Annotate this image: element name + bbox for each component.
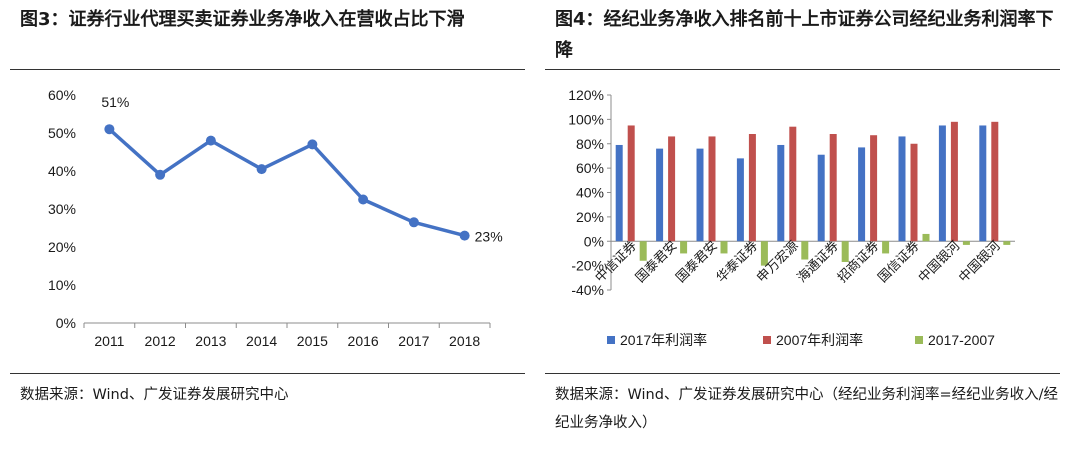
x-tick-label: 2015 xyxy=(297,333,328,349)
left-source-note: 数据来源：Wind、广发证券发展研究中心 xyxy=(20,387,289,403)
bar xyxy=(962,241,970,245)
data-point xyxy=(155,169,166,180)
x-tick-label: 2018 xyxy=(449,333,480,349)
y-tick-label: 20% xyxy=(576,209,604,225)
left-figure-panel: 图3：证券行业代理买卖证券业务净收入在营收占比下滑 0% 10% 20% 30% 40%… xyxy=(10,0,525,465)
bar xyxy=(1003,241,1011,245)
bar xyxy=(777,144,785,242)
bar xyxy=(627,125,635,242)
bar xyxy=(858,147,866,242)
bar xyxy=(882,241,890,254)
category-label: 国泰君安 xyxy=(673,238,720,285)
right-source-divider xyxy=(545,373,1060,374)
data-point xyxy=(408,217,419,228)
left-title-divider xyxy=(10,69,525,70)
y-tick-label: 100% xyxy=(568,111,604,127)
category-label: 国信证券 xyxy=(875,238,922,285)
bar xyxy=(680,241,688,254)
legend-swatch xyxy=(915,336,923,344)
data-label: 51% xyxy=(101,94,129,110)
y-tick-label: 80% xyxy=(576,136,604,152)
bar xyxy=(708,136,716,242)
x-tick-label: 2014 xyxy=(246,333,277,349)
legend-label: 2017-2007 xyxy=(928,332,995,348)
legend-label: 2017年利润率 xyxy=(620,332,707,348)
bar xyxy=(817,154,825,242)
right-figure-panel: 图4：经纪业务净收入排名前十上市证券公司经纪业务利润率下降 -40% -20% 0%… xyxy=(545,0,1060,465)
category-label: 中国银河 xyxy=(915,238,962,285)
bar xyxy=(736,158,744,242)
data-point xyxy=(256,164,267,175)
data-point xyxy=(459,230,470,241)
right-source-note: 数据来源：Wind、广发证券发展研究中心（经纪业务利润率=经纪业务收入/经纪业务… xyxy=(555,387,1058,431)
data-point xyxy=(358,194,369,205)
bar xyxy=(979,125,987,242)
category-label: 招商证券 xyxy=(834,238,881,285)
category-label: 中国银河 xyxy=(956,238,1003,285)
y-tick-label: 40% xyxy=(576,185,604,201)
right-figure-title: 图4：经纪业务净收入排名前十上市证券公司经纪业务利润率下降 xyxy=(555,9,1054,61)
right-title-divider xyxy=(545,69,1060,70)
x-tick-label: 2017 xyxy=(398,333,429,349)
y-tick-label: 60% xyxy=(576,160,604,176)
legend-swatch xyxy=(763,336,771,344)
bar xyxy=(696,148,704,242)
bar xyxy=(760,241,768,266)
legend-swatch xyxy=(607,336,615,344)
left-figure-title: 图3：证券行业代理买卖证券业务净收入在营收占比下滑 xyxy=(20,9,465,30)
data-point xyxy=(307,139,318,150)
bar-chart: -40%-20%0%20%40%60%80%100%120%中信证券国泰君安国泰… xyxy=(568,87,1015,348)
bar xyxy=(615,144,623,242)
y-tick-label: 30% xyxy=(48,201,76,217)
bar xyxy=(829,134,837,242)
line-chart: 0% 10% 20% 30% 40% 50% 60% 2011 2012 2013 2014 2015… xyxy=(48,87,503,349)
bar xyxy=(789,126,797,242)
left-source-divider xyxy=(10,373,525,374)
y-tick-label: 10% xyxy=(48,277,76,293)
bar xyxy=(720,241,728,254)
y-tick-label: 60% xyxy=(48,87,76,103)
data-point xyxy=(205,135,216,146)
bar xyxy=(748,134,756,242)
x-tick-label: 2011 xyxy=(94,333,124,349)
category-label: 海通证券 xyxy=(794,238,841,285)
data-label: 23% xyxy=(475,229,503,245)
bar xyxy=(639,241,647,261)
y-tick-label: 0% xyxy=(56,315,76,331)
bar xyxy=(801,241,809,260)
y-tick-label: -20% xyxy=(571,258,604,274)
bar xyxy=(656,148,664,242)
bar xyxy=(950,121,958,242)
bar xyxy=(910,143,918,242)
bar xyxy=(841,241,849,262)
category-label: 国泰君安 xyxy=(632,238,679,285)
y-tick-label: 0% xyxy=(584,233,604,249)
data-point xyxy=(104,124,115,135)
series-line xyxy=(108,127,466,238)
bar xyxy=(870,135,878,242)
x-tick-label: 2016 xyxy=(348,333,379,349)
bar xyxy=(938,125,946,242)
y-tick-label: 40% xyxy=(48,163,76,179)
x-tick-label: 2013 xyxy=(195,333,226,349)
y-tick-label: 20% xyxy=(48,239,76,255)
y-tick-label: 120% xyxy=(568,87,604,103)
x-tick-label: 2012 xyxy=(145,333,176,349)
bar xyxy=(991,121,999,242)
bar xyxy=(898,136,906,242)
y-tick-label: -40% xyxy=(571,282,604,298)
y-tick-label: 50% xyxy=(48,125,76,141)
category-label: 申万宏源 xyxy=(754,238,801,285)
bar xyxy=(922,233,930,242)
bar xyxy=(668,136,676,242)
category-label: 华泰证券 xyxy=(713,238,760,285)
legend-label: 2007年利润率 xyxy=(776,332,863,348)
